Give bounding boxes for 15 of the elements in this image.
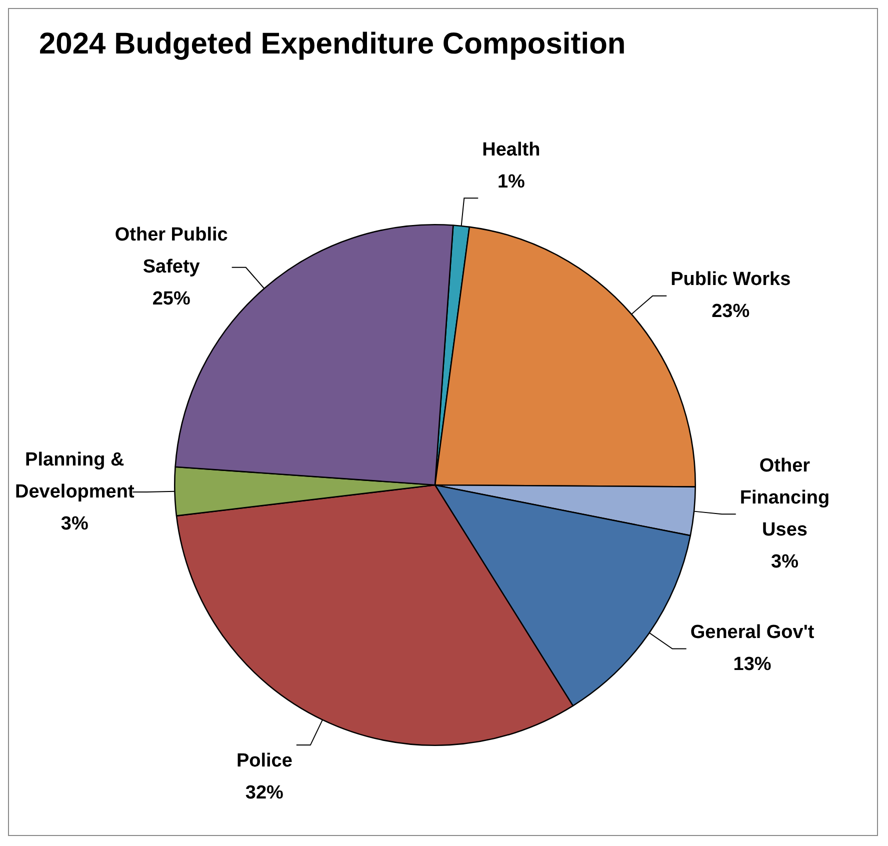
data-label: 13% xyxy=(733,654,772,675)
slice-label: Planning & Development xyxy=(14,449,135,502)
chart-title: 2024 Budgeted Expenditure Composition xyxy=(39,27,626,60)
data-label: 23% xyxy=(712,301,750,322)
data-label: 25% xyxy=(152,288,190,310)
data-label: 3% xyxy=(60,513,88,534)
slice-label: Police xyxy=(236,750,292,772)
slice-label: Other Public Safety xyxy=(114,224,228,278)
data-label: 1% xyxy=(497,171,526,192)
slice-label: Public Works xyxy=(670,269,791,290)
data-label: 3% xyxy=(771,551,799,572)
slice-label: Health xyxy=(482,139,540,160)
slice-label: General Gov't xyxy=(690,622,815,643)
data-label: 32% xyxy=(245,782,284,804)
slice-label: Other Financing Uses xyxy=(740,455,830,540)
